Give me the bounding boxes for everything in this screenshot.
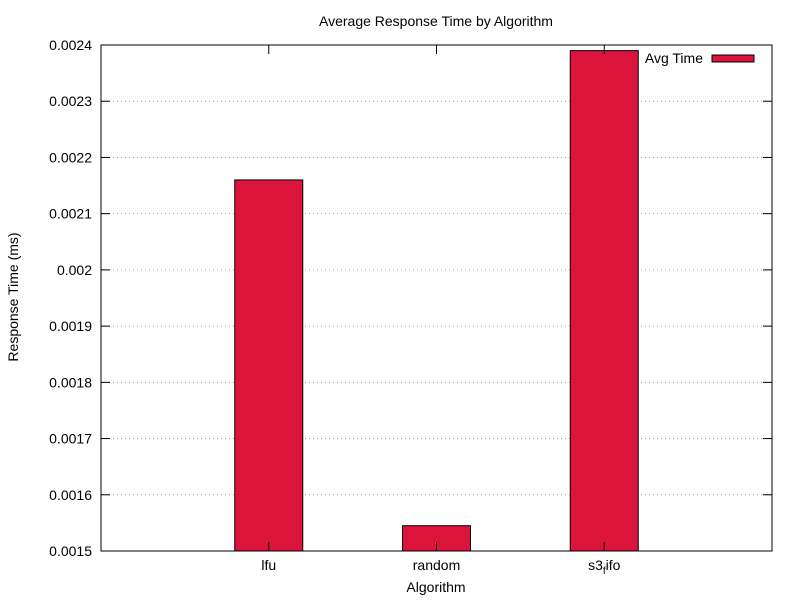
- y-tick-label: 0.0018: [49, 374, 92, 390]
- legend-label: Avg Time: [645, 50, 703, 66]
- plot-frame: [100, 44, 773, 552]
- y-tick-label: 0.0019: [49, 318, 92, 334]
- y-axis-label: Response Time (ms): [5, 232, 21, 361]
- grid-lines: [101, 100, 772, 496]
- bar-s3fifo: [569, 50, 639, 552]
- legend-swatch: [711, 54, 755, 63]
- y-tick-label: 0.0022: [49, 149, 92, 165]
- bars: [234, 50, 639, 552]
- y-tick-label: 0.0023: [49, 93, 92, 109]
- chart-title: Average Response Time by Algorithm: [319, 13, 553, 29]
- x-axis-ticks: lfu random s3fifo: [261, 45, 621, 577]
- x-axis-label: Algorithm: [406, 579, 465, 595]
- x-tick-label: s3fifo: [588, 557, 621, 577]
- y-tick-label: 0.0016: [49, 487, 92, 503]
- y-tick-label: 0.002: [57, 262, 92, 278]
- y-axis-ticks: 0.0015 0.0016 0.0017 0.0018 0.0019 0.002 0.002…: [49, 37, 772, 559]
- bar-lfu: [234, 179, 304, 552]
- y-tick-label: 0.0017: [49, 431, 92, 447]
- legend: Avg Time: [645, 50, 755, 66]
- y-tick-label: 0.0024: [49, 37, 92, 53]
- y-tick-label: 0.0021: [49, 206, 92, 222]
- y-tick-label: 0.0015: [49, 543, 92, 559]
- x-tick-label: lfu: [261, 557, 276, 573]
- x-tick-label: random: [413, 557, 460, 573]
